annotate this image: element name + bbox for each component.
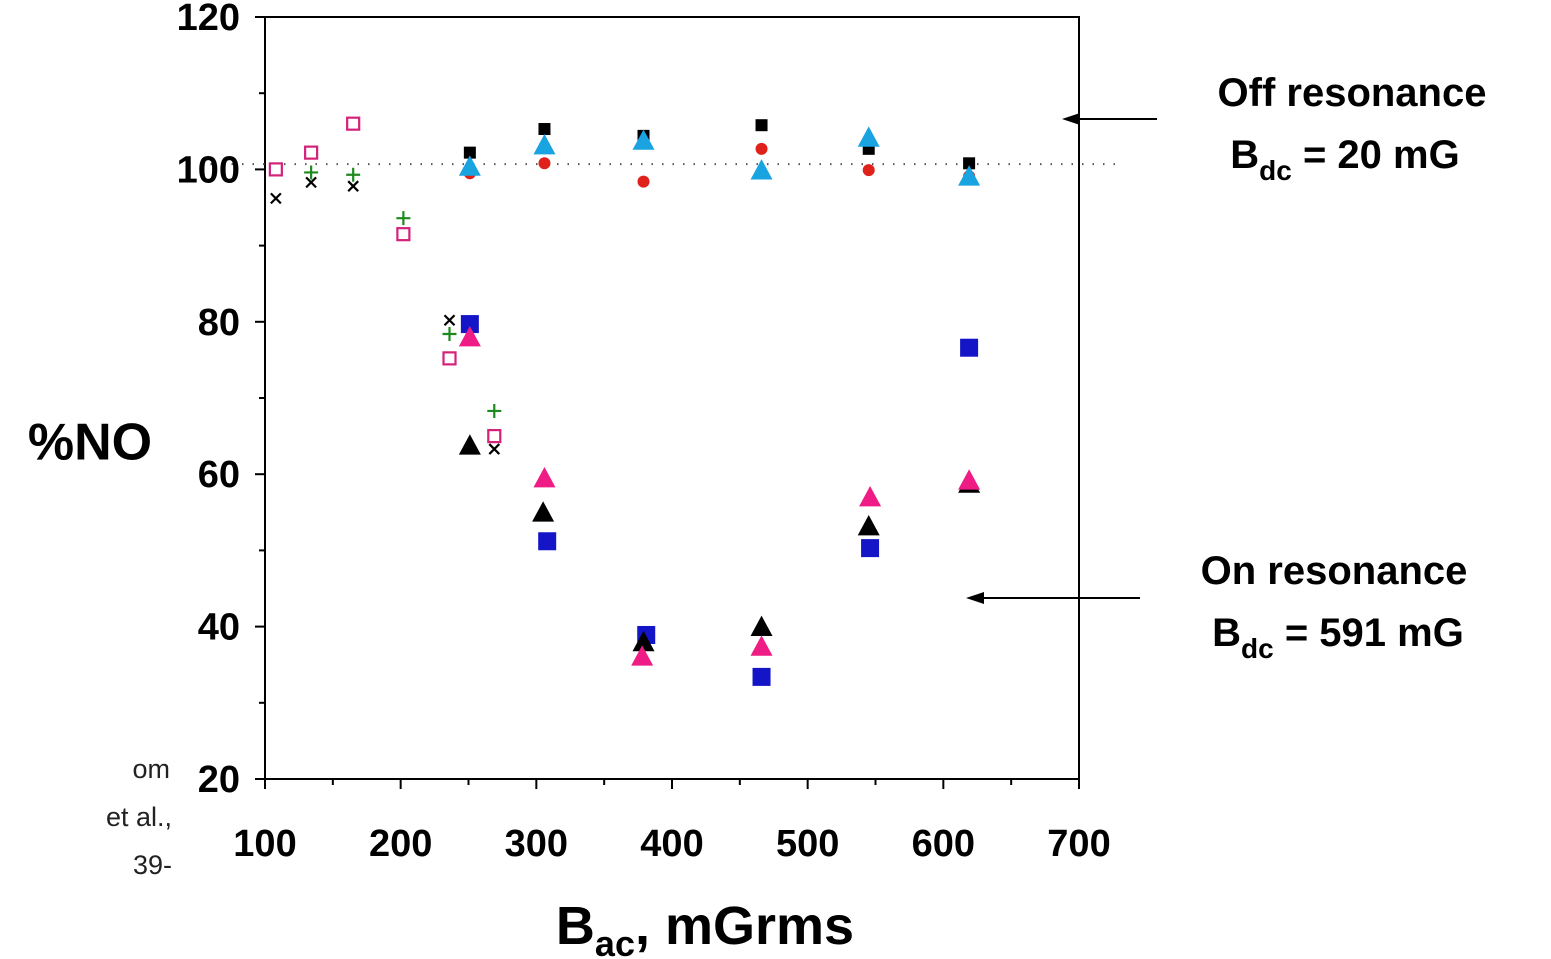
data-point-triangle (458, 326, 481, 347)
data-point-open-square (346, 116, 361, 131)
on-resonance-bdc: Bdc = 591 mG (1212, 611, 1464, 664)
data-point-cross (305, 176, 317, 189)
data-point-triangle (458, 434, 481, 455)
data-point-square (538, 532, 557, 551)
data-point-plus (396, 211, 411, 226)
x-axis-title: Bac, mGrms (556, 896, 854, 959)
data-point-cross (270, 192, 282, 205)
data-point-triangle (631, 645, 654, 666)
data-points (268, 116, 981, 686)
data-point-circle (538, 157, 551, 170)
y-tick-label: 100 (177, 149, 240, 191)
data-point-plus (304, 165, 319, 180)
data-point-triangle (750, 159, 773, 180)
citation-fragment-2: et al., (106, 802, 172, 832)
y-tick-labels: 20 40 60 80 100 120 (177, 0, 240, 801)
y-axis-title: %NO (28, 414, 152, 472)
x-tick-label: 400 (640, 823, 703, 865)
data-point-triangle (632, 129, 655, 150)
data-point-open-square (304, 145, 319, 160)
data-point-triangle (632, 630, 655, 652)
plot-frame (264, 16, 1080, 780)
data-point-triangle (533, 467, 556, 488)
data-point-circle (755, 142, 768, 155)
data-point-plus (487, 403, 502, 418)
data-point-triangle (857, 515, 880, 536)
citation-fragment-1: om (132, 754, 170, 784)
data-point-cross (488, 443, 501, 455)
data-point-triangle (958, 469, 981, 490)
y-tick-label: 20 (198, 759, 240, 801)
data-point-square (963, 157, 976, 170)
x-tick-label: 600 (912, 823, 975, 865)
x-tick-label: 300 (505, 823, 568, 865)
data-point-plus (346, 167, 361, 182)
data-point-open-square (396, 227, 411, 242)
data-point-circle (862, 164, 875, 177)
on-resonance-label: On resonance (1201, 549, 1468, 593)
data-point-open-square (442, 351, 457, 366)
data-point-plus (442, 326, 457, 341)
data-point-triangle (750, 615, 773, 636)
x-tick-labels: 100 200 300 400 500 600 700 (233, 823, 1110, 865)
x-tick-label: 100 (233, 823, 296, 865)
y-tick-label: 40 (198, 607, 240, 649)
data-point-square (538, 123, 551, 136)
data-point-square (463, 146, 476, 159)
x-tick-label: 500 (776, 823, 839, 865)
data-point-cross (443, 314, 456, 327)
minor-ticks (255, 16, 1080, 789)
y-tick-label: 60 (198, 454, 240, 496)
y-tick-label: 80 (198, 302, 240, 344)
data-point-square (960, 338, 979, 357)
data-point-square (861, 539, 880, 558)
data-point-circle (637, 175, 650, 188)
x-tick-label: 700 (1047, 823, 1110, 865)
x-tick-label: 200 (369, 823, 432, 865)
data-point-triangle (750, 635, 773, 656)
data-point-open-square (268, 162, 283, 177)
off-resonance-bdc: Bdc = 20 mG (1230, 133, 1459, 186)
on-resonance-arrow (966, 592, 1140, 604)
data-point-cross (347, 180, 359, 192)
off-resonance-arrow (1062, 113, 1157, 125)
data-point-square (752, 667, 771, 686)
off-resonance-label: Off resonance (1218, 71, 1487, 115)
data-point-triangle (859, 486, 882, 507)
data-point-square (460, 315, 479, 334)
data-point-open-square (487, 429, 502, 444)
data-point-triangle (458, 155, 481, 176)
data-point-square (755, 119, 768, 132)
data-point-triangle (958, 165, 981, 186)
y-tick-label: 120 (177, 0, 240, 39)
data-point-triangle (532, 501, 555, 522)
data-point-triangle (533, 134, 556, 155)
data-point-triangle (857, 126, 880, 147)
citation-fragment-3: 39- (133, 850, 172, 880)
